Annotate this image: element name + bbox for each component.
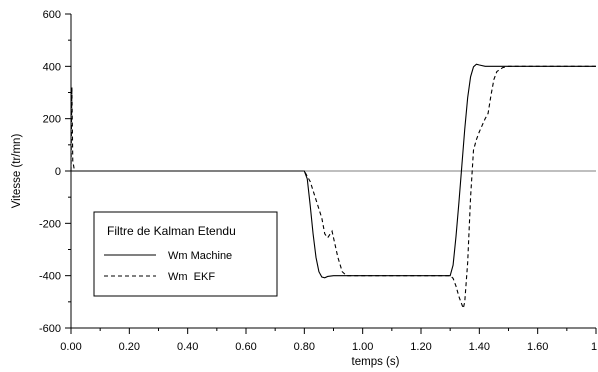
x-tick-label: 0.60 — [235, 341, 256, 353]
x-tick-label: 0.80 — [294, 341, 315, 353]
y-tick-label: -200 — [39, 218, 61, 230]
x-tick-label: 1.40 — [469, 341, 490, 353]
axes: 600 400 200 0 -200 -400 -600 0.00 0.20 0.40 0.60 0.… — [11, 9, 597, 368]
legend-label: Wm EKF — [168, 271, 215, 283]
y-tick-label: 600 — [43, 9, 61, 21]
y-tick-label: 400 — [43, 61, 61, 73]
y-tick-label: 200 — [43, 114, 61, 126]
series-layer — [70, 63, 596, 311]
x-tick-label: 1 — [591, 341, 597, 353]
x-tick-label: 0.40 — [177, 341, 198, 353]
y-tick-label: -600 — [39, 323, 61, 335]
legend: Filtre de Kalman Etendu Wm Machine Wm EKF — [93, 211, 278, 297]
x-axis-title: temps (s) — [352, 356, 400, 368]
legend-label: Wm Machine — [168, 250, 232, 262]
y-tick-label: 0 — [55, 166, 61, 178]
legend-title: Filtre de Kalman Etendu — [107, 224, 236, 238]
x-tick-label: 0.00 — [60, 341, 81, 353]
legend-box — [93, 211, 278, 297]
y-tick-label: -400 — [39, 271, 61, 283]
x-tick-label: 0.20 — [119, 341, 140, 353]
x-tick-label: 1.00 — [352, 341, 373, 353]
x-tick-label: 1.20 — [410, 341, 431, 353]
series-wm-machine-line — [71, 63, 596, 279]
y-axis-title: Vitesse (tr/mn) — [11, 134, 23, 209]
x-tick-label: 1.60 — [527, 341, 548, 353]
series-wm-ekf-line — [70, 65, 596, 311]
